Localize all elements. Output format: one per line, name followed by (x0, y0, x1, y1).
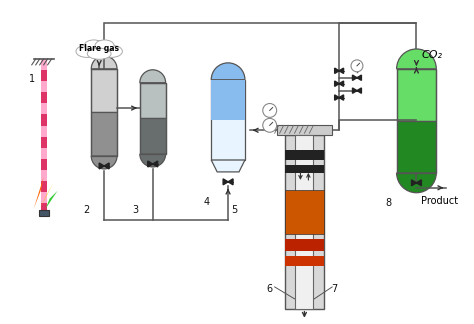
Bar (41, 181, 46, 192)
Bar (41, 81, 46, 92)
Text: 7: 7 (331, 284, 337, 294)
Polygon shape (99, 163, 104, 169)
Wedge shape (91, 56, 117, 69)
Bar (41, 103, 46, 114)
Polygon shape (211, 160, 245, 172)
Polygon shape (148, 161, 153, 167)
Polygon shape (411, 180, 417, 186)
Polygon shape (339, 81, 344, 87)
Bar (284, 150, 324, 160)
Polygon shape (153, 161, 158, 167)
Ellipse shape (84, 40, 103, 51)
Bar (284, 239, 324, 251)
Polygon shape (339, 95, 344, 100)
Bar (277, 125, 332, 135)
Bar (39, 210, 49, 215)
Wedge shape (397, 49, 436, 69)
Bar (41, 70, 46, 81)
Circle shape (263, 118, 277, 132)
Text: 1: 1 (29, 74, 35, 84)
Bar (41, 203, 46, 214)
Ellipse shape (76, 45, 98, 57)
Polygon shape (34, 177, 44, 209)
Wedge shape (211, 63, 245, 80)
Circle shape (351, 60, 363, 72)
Bar (140, 83, 165, 118)
Text: 8: 8 (386, 198, 392, 208)
Polygon shape (339, 68, 344, 74)
Polygon shape (335, 68, 339, 74)
Bar (91, 69, 117, 112)
Bar (284, 256, 324, 266)
Text: Product: Product (421, 196, 458, 206)
Wedge shape (140, 70, 165, 83)
Bar (41, 137, 46, 148)
Wedge shape (140, 154, 165, 167)
Wedge shape (397, 173, 436, 193)
Bar (41, 192, 46, 203)
Circle shape (263, 103, 277, 117)
Polygon shape (46, 191, 57, 209)
Bar (41, 59, 46, 70)
Bar (397, 121, 436, 173)
Bar (295, 135, 313, 309)
Polygon shape (353, 88, 357, 93)
Polygon shape (357, 75, 361, 80)
Bar (41, 159, 46, 170)
Text: 6: 6 (267, 284, 273, 294)
Bar (91, 112, 117, 156)
Polygon shape (417, 180, 421, 186)
Bar (211, 80, 245, 120)
Ellipse shape (101, 45, 122, 57)
Text: 5: 5 (231, 204, 237, 214)
Text: 2: 2 (83, 204, 90, 214)
Polygon shape (40, 183, 54, 209)
Ellipse shape (84, 41, 115, 57)
Bar (284, 135, 324, 309)
Text: Flare gas: Flare gas (79, 44, 119, 53)
Polygon shape (223, 179, 228, 185)
Ellipse shape (87, 48, 111, 59)
Polygon shape (357, 88, 361, 93)
Polygon shape (335, 95, 339, 100)
Bar (41, 148, 46, 159)
Polygon shape (353, 75, 357, 80)
Ellipse shape (95, 40, 114, 51)
Polygon shape (104, 163, 109, 169)
Polygon shape (335, 81, 339, 87)
Text: 3: 3 (132, 204, 138, 214)
Bar (41, 92, 46, 103)
Text: CO₂: CO₂ (421, 50, 442, 60)
Bar (41, 114, 46, 126)
Polygon shape (228, 179, 233, 185)
Bar (211, 80, 245, 160)
Bar (284, 190, 324, 234)
Wedge shape (91, 156, 117, 169)
Bar (41, 170, 46, 181)
Bar (284, 165, 324, 173)
Bar (140, 118, 165, 154)
Bar (397, 69, 436, 121)
Text: 4: 4 (203, 197, 210, 207)
Bar (41, 126, 46, 137)
